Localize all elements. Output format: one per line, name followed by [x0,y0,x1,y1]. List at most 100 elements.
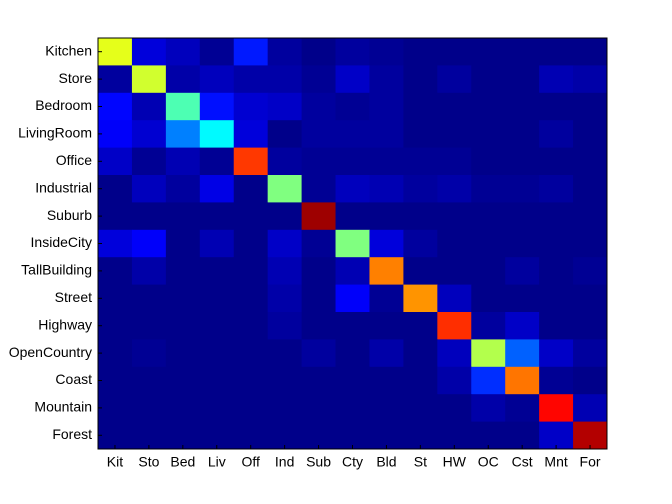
heatmap-cell [199,175,235,203]
x-tick-label: Sub [306,454,331,470]
x-tick-label: Mnt [544,454,567,470]
y-tick-label: Industrial [35,179,92,195]
heatmap-cell [437,394,472,423]
heatmap-cell [437,202,472,231]
heatmap-cell [539,257,574,286]
heatmap-cell [267,147,303,176]
y-tick-label: Forest [52,426,92,442]
heatmap-cell [471,38,506,66]
heatmap-cell [505,120,540,149]
heatmap-cell [165,339,201,368]
heatmap-cell [233,65,269,94]
heatmap-cell [199,312,235,340]
heatmap-cell [369,421,404,450]
heatmap-cell [301,229,337,258]
heatmap-cell [369,394,404,423]
heatmap-cell [471,202,506,231]
heatmap-cell [471,421,506,450]
heatmap-cell [471,257,506,286]
heatmap-cell [98,284,133,313]
heatmap-cell [98,147,133,176]
heatmap-cell [335,92,370,121]
heatmap-cell [471,92,506,121]
heatmap-cell [471,229,506,258]
heatmap-cell [131,366,167,395]
heatmap-cell [131,421,167,450]
y-tick-label: Street [55,289,92,305]
heatmap-cell [505,421,540,450]
x-tick-label: Bld [376,454,396,470]
heatmap-cell [131,120,167,149]
heatmap-cell [539,147,574,176]
heatmap-cell [505,284,540,313]
heatmap-cell [233,229,269,258]
heatmap-cell [437,120,472,149]
heatmap-cell [471,120,506,149]
heatmap-cell [505,257,540,286]
heatmap-cell [437,229,472,258]
heatmap-cell [505,175,540,203]
y-tick-label: LivingRoom [18,125,92,141]
heatmap-cell [539,394,574,423]
heatmap-cell [471,147,506,176]
heatmap-cell [369,284,404,313]
heatmap-cell [539,92,574,121]
heatmap-cell [267,175,303,203]
heatmap-cell [98,366,133,395]
heatmap-cell [131,147,167,176]
heatmap-cell [233,120,269,149]
heatmap-cell [369,120,404,149]
heatmap-cell [301,120,337,149]
heatmap-cell [403,229,438,258]
heatmap-cell [539,38,574,66]
heatmap-cell [199,339,235,368]
heatmap-cell [233,92,269,121]
heatmap-cell [165,120,201,149]
heatmap-cell [573,421,608,450]
heatmap-cell [505,202,540,231]
heatmap-cell [301,366,337,395]
heatmap-cell [267,92,303,121]
heatmap-cell [335,421,370,450]
heatmap-cell [335,147,370,176]
heatmap-cell [471,284,506,313]
heatmap-cell [539,175,574,203]
heatmap-cell [573,312,608,340]
heatmap-cell [539,421,574,450]
heatmap-cell [369,38,404,66]
heatmap-cell [403,339,438,368]
heatmap-cell [539,65,574,94]
heatmap-cell [165,312,201,340]
heatmap-cell [267,229,303,258]
heatmap-cell [199,229,235,258]
heatmap-cell [505,366,540,395]
heatmap-cell [573,257,608,286]
heatmap-cell [131,339,167,368]
heatmap-cell [165,175,201,203]
x-tick-label: Cty [342,454,363,470]
heatmap-cell [98,229,133,258]
heatmap-cell [505,65,540,94]
heatmap-cell [199,92,235,121]
heatmap-cell [437,421,472,450]
heatmap-cell [233,38,269,66]
x-tick-label: Sto [138,454,159,470]
heatmap-cell [369,229,404,258]
heatmap-cell [131,394,167,423]
heatmap-cell [437,65,472,94]
heatmap-cell [233,339,269,368]
heatmap-cell [98,120,133,149]
heatmap-cell [335,120,370,149]
heatmap-cell [131,38,167,66]
heatmap-cell [573,38,608,66]
heatmap-cell [573,120,608,149]
heatmap-cell [131,65,167,94]
heatmap-cell [369,92,404,121]
heatmap-cell [471,339,506,368]
heatmap-cell [301,202,337,231]
heatmap-cell [233,175,269,203]
y-tick-label: Kitchen [45,42,92,58]
y-tick-label: Store [59,70,93,86]
heatmap-cell [403,257,438,286]
heatmap-cell [335,229,370,258]
